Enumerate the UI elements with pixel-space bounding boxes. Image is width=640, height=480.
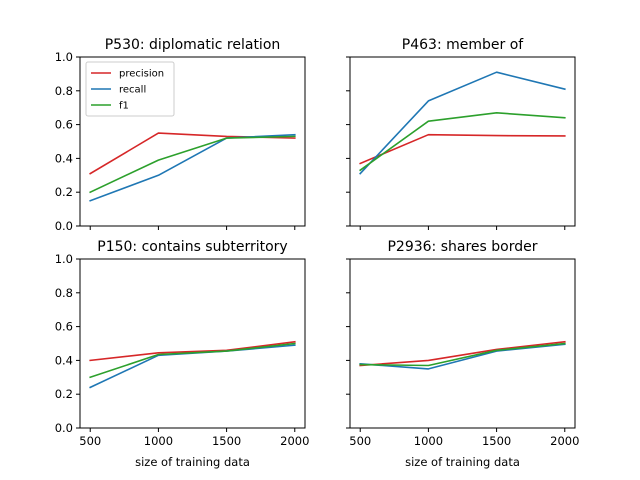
axes-frame (79, 56, 306, 227)
y-tick-label: 0.8 (55, 84, 73, 98)
x-axis-label: size of training data (135, 455, 250, 469)
series-line-series-2 (359, 71, 566, 175)
series-line-series-3 (359, 342, 566, 367)
legend: precision recall f1 (85, 61, 175, 117)
x-tick-label: 1500 (212, 434, 241, 448)
series-line-series-1 (89, 340, 296, 362)
series-line-series-3 (89, 342, 296, 379)
x-axis-label: size of training data (405, 455, 520, 469)
axes-frame (349, 258, 576, 429)
y-tick-label: 0.6 (55, 320, 73, 334)
subplot-3: P150: contains subterritory 0.0 0.2 0.4 0.6 0… (55, 239, 310, 469)
x-tick-label: 2000 (280, 434, 309, 448)
x-tick-label: 1500 (482, 434, 511, 448)
x-tick-label: 500 (79, 434, 101, 448)
y-tick-label: 0.0 (55, 421, 73, 435)
axes-frame (349, 56, 576, 227)
y-tick-label: 0.8 (55, 286, 73, 300)
y-tick-label: 0.0 (55, 219, 73, 233)
series-line-series-3 (359, 112, 566, 172)
legend-entry-recall: recall (119, 85, 146, 96)
x-tick-label: 2000 (550, 434, 579, 448)
subplot-1: P530: diplomatic relation 0.0 0.2 0.4 0.6 0.8… (55, 37, 306, 233)
y-tick-label: 0.6 (55, 118, 73, 132)
series-line-series-1 (359, 133, 566, 165)
subplot-title: P150: contains subterritory (97, 239, 287, 255)
legend-entry-precision: precision (119, 69, 164, 80)
subplot-2: P463: member of (346, 37, 576, 230)
series-line-series-1 (359, 340, 566, 367)
legend-box (85, 61, 175, 117)
subplot-title: P2936: shares border (387, 239, 537, 255)
x-tick-label: 1000 (414, 434, 443, 448)
subplot-title: P463: member of (402, 37, 524, 53)
legend-entry-f1: f1 (119, 101, 129, 112)
subplot-title: P530: diplomatic relation (105, 37, 281, 53)
subplots: P530: diplomatic relation 0.0 0.2 0.4 0.6 0.8… (55, 37, 580, 469)
y-tick-label: 1.0 (55, 252, 73, 266)
subplot-4: P2936: shares border 500 1000 1500 2000 size … (346, 239, 579, 469)
x-tick-label: 500 (349, 434, 371, 448)
series-line-recall (89, 133, 296, 202)
y-tick-label: 0.4 (55, 151, 73, 165)
y-tick-label: 0.4 (55, 353, 73, 367)
y-tick-label: 0.2 (55, 387, 73, 401)
x-tick-label: 1000 (144, 434, 173, 448)
axes-frame (79, 258, 306, 429)
y-tick-label: 0.2 (55, 185, 73, 199)
series-line-f1 (89, 135, 296, 194)
y-tick-label: 1.0 (55, 50, 73, 64)
